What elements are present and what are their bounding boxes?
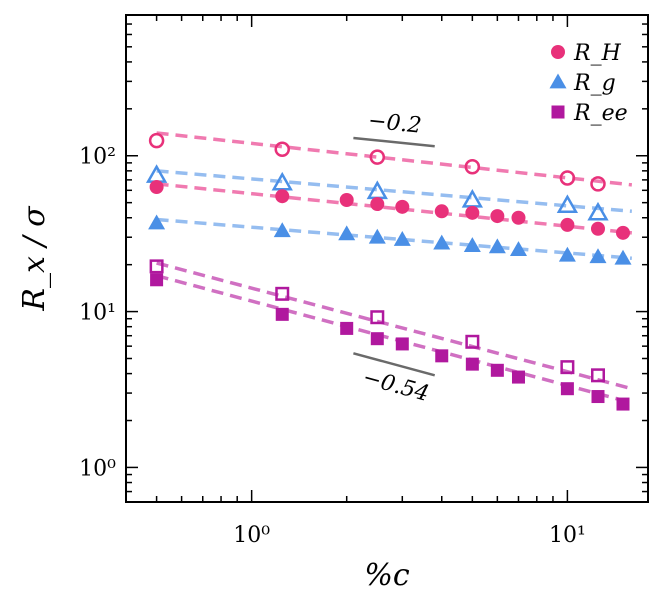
point-square-filled-10 xyxy=(591,390,605,404)
x-tick-label-1: 10⁰ xyxy=(233,523,270,548)
y-tick-label-100: 10² xyxy=(79,145,116,170)
point-triangle-filled-2 xyxy=(338,225,356,241)
point-triangle-filled-1 xyxy=(273,222,291,238)
legend-marker-rg xyxy=(549,73,567,89)
point-square-filled-3 xyxy=(370,332,384,346)
point-square-open-5 xyxy=(590,368,605,383)
slope-guides xyxy=(353,136,436,377)
point-square-open-1 xyxy=(275,286,290,301)
point-circle-open-0 xyxy=(148,132,165,149)
point-circle-filled-7 xyxy=(490,209,505,224)
point-circle-filled-2 xyxy=(339,192,354,207)
legend-marker-ree xyxy=(551,105,565,119)
point-circle-open-1 xyxy=(274,141,290,158)
point-triangle-filled-11 xyxy=(614,249,632,265)
point-square-filled-6 xyxy=(465,357,479,371)
y-axis-label: R_x / σ xyxy=(17,205,52,312)
point-triangle-open-4 xyxy=(556,194,579,214)
x-axis-label: %c xyxy=(364,558,410,593)
slope-guide-line-1 xyxy=(353,352,436,377)
x-tick-label-10: 10¹ xyxy=(549,523,586,548)
point-circle-open-4 xyxy=(559,170,576,186)
point-circle-filled-11 xyxy=(615,225,630,240)
legend: R_H R_g R_ee xyxy=(549,41,628,126)
fit-line-1 xyxy=(156,169,632,214)
point-square-filled-9 xyxy=(560,382,574,396)
point-square-open-4 xyxy=(560,360,575,375)
slope-label-rh: −0.2 xyxy=(367,109,423,139)
point-triangle-open-0 xyxy=(145,164,168,183)
point-circle-filled-5 xyxy=(434,204,449,219)
point-triangle-open-5 xyxy=(587,201,609,221)
point-square-filled-11 xyxy=(616,397,630,411)
plot-frame xyxy=(125,14,649,503)
legend-marker-shape-1 xyxy=(549,73,567,89)
legend-label-ree: R_ee xyxy=(573,101,628,126)
fit-line-2 xyxy=(156,182,633,235)
x-tick-labels: 10⁰ 10¹ xyxy=(233,523,586,548)
point-circle-open-2 xyxy=(369,149,386,165)
point-triangle-filled-5 xyxy=(433,234,451,250)
fit-line-0 xyxy=(156,131,633,187)
point-square-filled-4 xyxy=(395,337,409,351)
point-square-filled-8 xyxy=(511,370,525,384)
point-triangle-filled-7 xyxy=(488,238,506,254)
point-circle-open-5 xyxy=(590,176,606,192)
point-square-filled-5 xyxy=(435,349,449,363)
y-tick-label-10: 10¹ xyxy=(79,301,116,326)
point-circle-filled-4 xyxy=(395,199,410,214)
point-circle-filled-0 xyxy=(149,180,164,195)
point-square-open-2 xyxy=(370,310,385,325)
y-tick-label-1: 10⁰ xyxy=(79,456,116,481)
legend-label-rh: R_H xyxy=(573,41,622,66)
point-square-open-0 xyxy=(149,259,164,274)
slope-guide-line-0 xyxy=(353,136,435,148)
point-circle-filled-10 xyxy=(590,221,605,236)
y-tick-labels: 10⁰ 10¹ 10² xyxy=(79,145,116,482)
fit-line-5 xyxy=(156,273,633,405)
point-square-open-3 xyxy=(465,334,480,349)
point-circle-filled-9 xyxy=(560,217,575,232)
fit-line-4 xyxy=(156,261,633,391)
point-triangle-filled-3 xyxy=(368,228,386,244)
point-square-filled-7 xyxy=(490,363,504,377)
point-square-filled-1 xyxy=(275,307,289,321)
point-circle-filled-8 xyxy=(511,210,526,225)
point-circle-filled-6 xyxy=(465,205,480,220)
data-points xyxy=(145,132,632,411)
point-circle-filled-1 xyxy=(275,189,290,204)
point-triangle-filled-9 xyxy=(558,246,576,262)
point-triangle-filled-6 xyxy=(463,237,481,252)
point-square-filled-0 xyxy=(150,273,164,287)
point-triangle-filled-4 xyxy=(393,231,411,246)
legend-marker-shape-2 xyxy=(551,105,565,119)
point-triangle-filled-10 xyxy=(589,248,607,264)
point-circle-open-3 xyxy=(464,158,481,175)
point-triangle-filled-0 xyxy=(148,214,166,230)
fit-line-3 xyxy=(156,217,632,260)
point-circle-filled-3 xyxy=(370,197,385,212)
legend-label-rg: R_g xyxy=(573,71,616,96)
point-triangle-filled-8 xyxy=(509,241,527,256)
point-square-filled-2 xyxy=(340,321,354,335)
legend-marker-shape-0 xyxy=(551,45,565,59)
fit-lines xyxy=(156,131,633,405)
legend-marker-rh xyxy=(551,45,565,59)
